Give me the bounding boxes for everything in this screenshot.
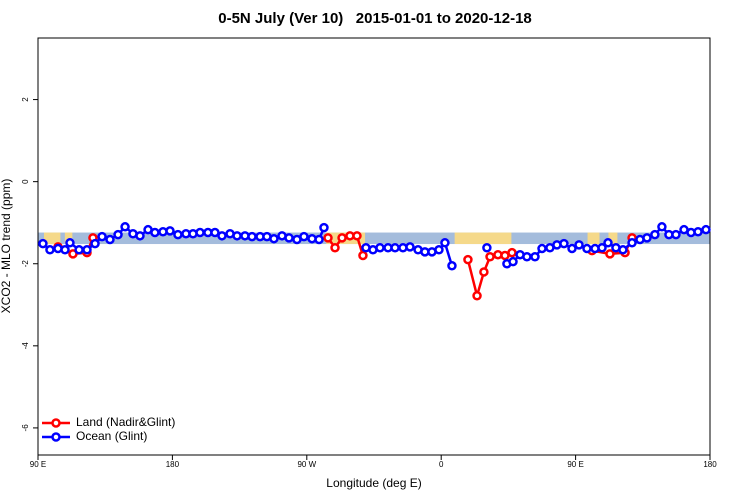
point [90, 238, 100, 249]
point [530, 252, 540, 262]
y-tick-label: -4 [21, 342, 30, 350]
point [120, 222, 130, 232]
point [463, 254, 473, 265]
point [605, 249, 615, 259]
point [574, 240, 584, 250]
y-tick-label: 0 [21, 179, 30, 184]
x-axis-label: Longitude (deg E) [326, 476, 421, 490]
point [247, 231, 257, 242]
point [323, 233, 333, 243]
point [284, 233, 294, 243]
legend-marker [51, 418, 61, 428]
point [337, 233, 347, 243]
point [567, 243, 577, 254]
land-span [43, 232, 61, 245]
point [582, 243, 592, 254]
point [113, 229, 123, 240]
point [472, 291, 482, 301]
point [195, 227, 205, 238]
point [135, 231, 145, 241]
point [65, 238, 75, 248]
land-span [608, 232, 618, 245]
point [358, 250, 368, 261]
x-tick-label: 90 W [297, 460, 316, 469]
ocean-band [38, 232, 710, 245]
point [38, 238, 48, 249]
point [210, 227, 220, 238]
point [618, 245, 628, 255]
point [165, 226, 175, 236]
point [627, 238, 637, 248]
point [485, 252, 495, 262]
point [299, 231, 309, 242]
point [232, 231, 242, 241]
point [74, 245, 84, 255]
point [559, 238, 569, 249]
point [537, 243, 547, 254]
point [693, 226, 703, 237]
point [434, 245, 444, 255]
y-tick-label: -2 [21, 260, 30, 268]
y-tick-label: 2 [21, 97, 30, 102]
point [68, 249, 78, 259]
point [105, 234, 115, 245]
chart-title: 0-5N July (Ver 10) 2015-01-01 to 2020-12… [218, 10, 532, 27]
land-span [587, 232, 600, 245]
y-axis-label: XCO2 - MLO trend (ppm) [0, 179, 13, 314]
point [150, 227, 160, 238]
x-tick-label: 180 [166, 460, 180, 469]
point [269, 233, 279, 244]
point [508, 256, 518, 267]
point [597, 242, 607, 253]
point [330, 242, 340, 253]
point [82, 245, 92, 255]
point [522, 252, 532, 262]
point [650, 229, 660, 240]
point [701, 224, 711, 235]
point [390, 242, 400, 253]
point [352, 231, 362, 241]
point [97, 231, 107, 242]
point [440, 238, 450, 248]
legend-label: Land (Nadir&Glint) [76, 415, 175, 429]
x-tick-label: 90 E [30, 460, 46, 469]
point [603, 238, 613, 248]
point [45, 245, 55, 255]
point [314, 234, 324, 245]
x-tick-label: 0 [439, 460, 444, 469]
legend-label: Ocean (Glint) [76, 429, 147, 443]
point [319, 222, 329, 233]
point [479, 267, 489, 277]
land-span [454, 232, 512, 245]
point [447, 261, 457, 271]
series-line [57, 234, 634, 301]
y-tick-label: -6 [21, 424, 30, 432]
plot-frame [37, 37, 711, 456]
point [482, 242, 492, 253]
legend-marker [51, 432, 61, 442]
point [507, 247, 517, 258]
point [173, 229, 183, 240]
point [375, 242, 385, 253]
x-tick-label: 90 E [567, 460, 583, 469]
point [60, 245, 70, 255]
point [657, 222, 667, 232]
point [405, 242, 415, 252]
point [642, 233, 652, 243]
x-tick-label: 180 [703, 460, 717, 469]
point [217, 231, 227, 241]
point [671, 229, 681, 240]
